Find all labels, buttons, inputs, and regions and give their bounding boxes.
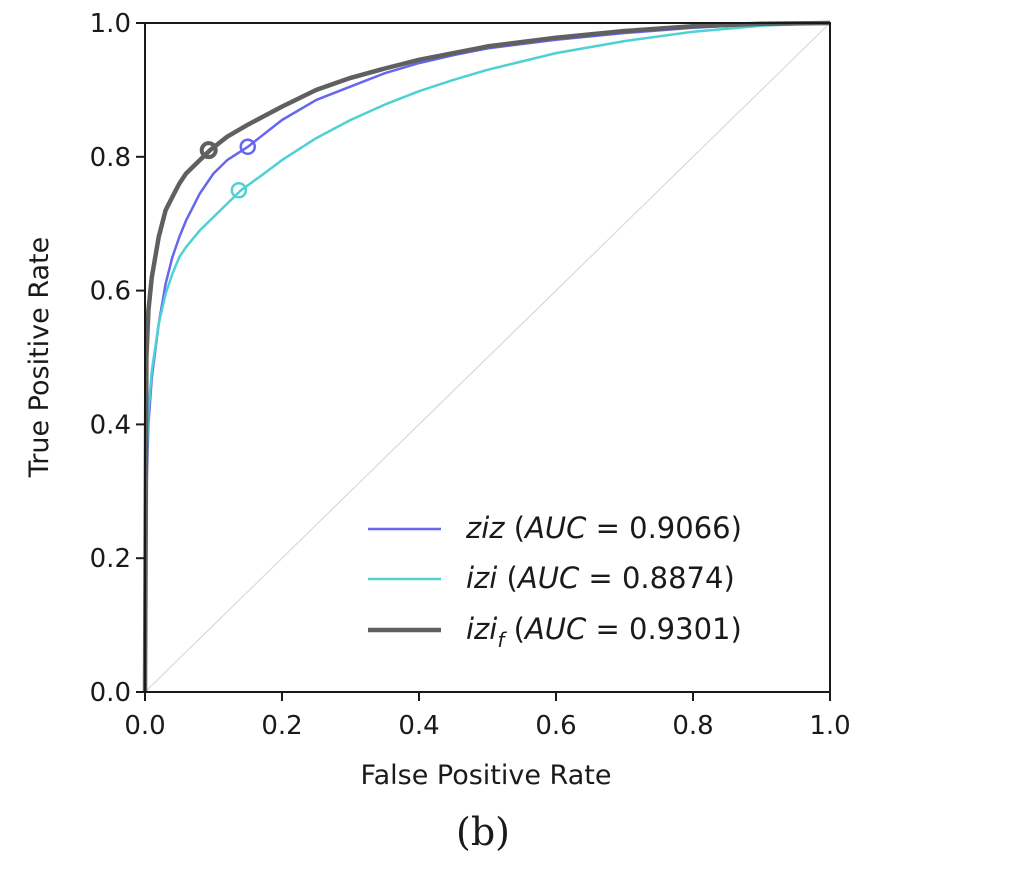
roc-curve-izi-f [142,20,831,693]
x-tick-label: 0.2 [261,711,302,741]
axes-frame [144,22,831,693]
legend-entry: ziz (AUC = 0.9066) [465,511,742,545]
operating-point-markers [199,138,256,199]
plot-area [142,20,831,693]
roc-curve-izi [143,21,831,693]
y-tick-label: 0.8 [90,143,131,173]
y-tick-label: 1.0 [90,9,131,39]
legend-entry: izif (AUC = 0.9301) [466,612,742,652]
y-tick-label: 0.6 [90,277,131,307]
y-tick-label: 0.0 [90,678,131,708]
y-tick-label: 0.2 [90,544,131,574]
marker-izi [230,182,248,199]
chance-diagonal-line [144,22,831,693]
x-tick-label: 0.4 [398,711,439,741]
legend-entry: izi (AUC = 0.8874) [466,561,735,595]
figure-caption: (b) [456,810,510,854]
x-tick-label: 0.0 [124,711,165,741]
x-axis-ticks: 0.0 0.2 0.4 0.6 0.8 1.0 [124,692,851,741]
marker-ziz [239,138,256,156]
x-axis-label: False Positive Rate [361,760,612,791]
x-tick-label: 0.6 [535,711,576,741]
y-tick-label: 0.4 [90,410,131,440]
y-axis-label: True Positive Rate [24,237,55,479]
marker-izi-f [199,141,218,160]
legend: ziz (AUC = 0.9066) izi (AUC = 0.8874) izif… [368,511,742,652]
roc-curves [142,20,831,693]
y-axis-ticks: 0.0 0.2 0.4 0.6 0.8 1.0 [90,9,145,708]
x-tick-label: 1.0 [809,711,850,741]
x-tick-label: 0.8 [672,711,713,741]
